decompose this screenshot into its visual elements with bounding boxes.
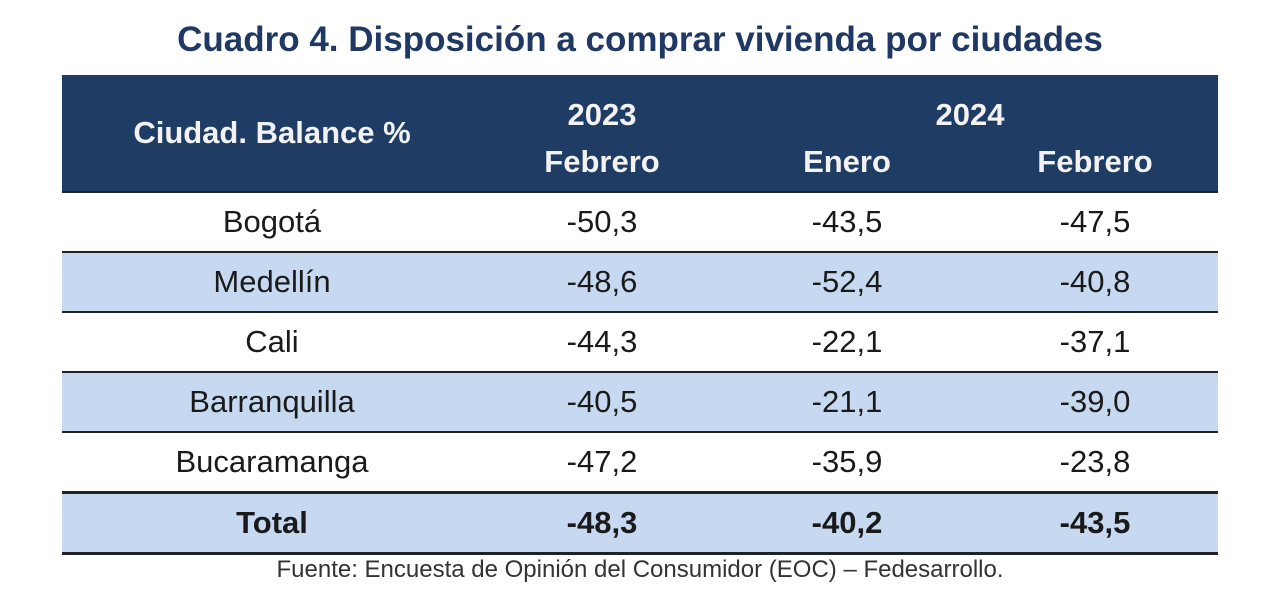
data-table: Ciudad. Balance % 2023 2024 Febrero Ener… [62,75,1218,555]
value-cell: -37,1 [972,311,1218,372]
col-header: Enero [722,133,972,192]
table-row: Bucaramanga -47,2 -35,9 -23,8 [62,431,1218,493]
table-row: Medellín -48,6 -52,4 -40,8 [62,251,1218,312]
city-cell: Bogotá [62,191,482,252]
row-header: Ciudad. Balance % [62,75,482,192]
value-cell: -23,8 [972,431,1218,493]
value-cell: -21,1 [722,371,972,432]
source-note: Fuente: Encuesta de Opinión del Consumid… [276,556,1004,583]
city-cell: Barranquilla [62,371,482,432]
city-cell: Total [62,491,482,555]
value-cell: -47,5 [972,191,1218,252]
value-cell: -48,3 [482,491,722,555]
col-header: Febrero [482,133,722,192]
value-cell: -40,2 [722,491,972,555]
value-cell: -43,5 [722,191,972,252]
value-cell: -35,9 [722,431,972,493]
table-row: Bogotá -50,3 -43,5 -47,5 [62,191,1218,252]
value-cell: -40,5 [482,371,722,432]
value-cell: -48,6 [482,251,722,312]
value-cell: -39,0 [972,371,1218,432]
value-cell: -50,3 [482,191,722,252]
col-header: Febrero [972,133,1218,192]
city-cell: Bucaramanga [62,431,482,493]
value-cell: -47,2 [482,431,722,493]
table-row: Cali -44,3 -22,1 -37,1 [62,311,1218,372]
value-cell: -22,1 [722,311,972,372]
year-header-2024: 2024 [722,75,1218,133]
table-title: Cuadro 4. Disposición a comprar vivienda… [177,20,1103,59]
value-cell: -44,3 [482,311,722,372]
year-header-2023: 2023 [482,75,722,133]
city-cell: Medellín [62,251,482,312]
value-cell: -43,5 [972,491,1218,555]
total-row: Total -48,3 -40,2 -43,5 [62,491,1218,555]
value-cell: -40,8 [972,251,1218,312]
table-row: Barranquilla -40,5 -21,1 -39,0 [62,371,1218,432]
value-cell: -52,4 [722,251,972,312]
city-cell: Cali [62,311,482,372]
